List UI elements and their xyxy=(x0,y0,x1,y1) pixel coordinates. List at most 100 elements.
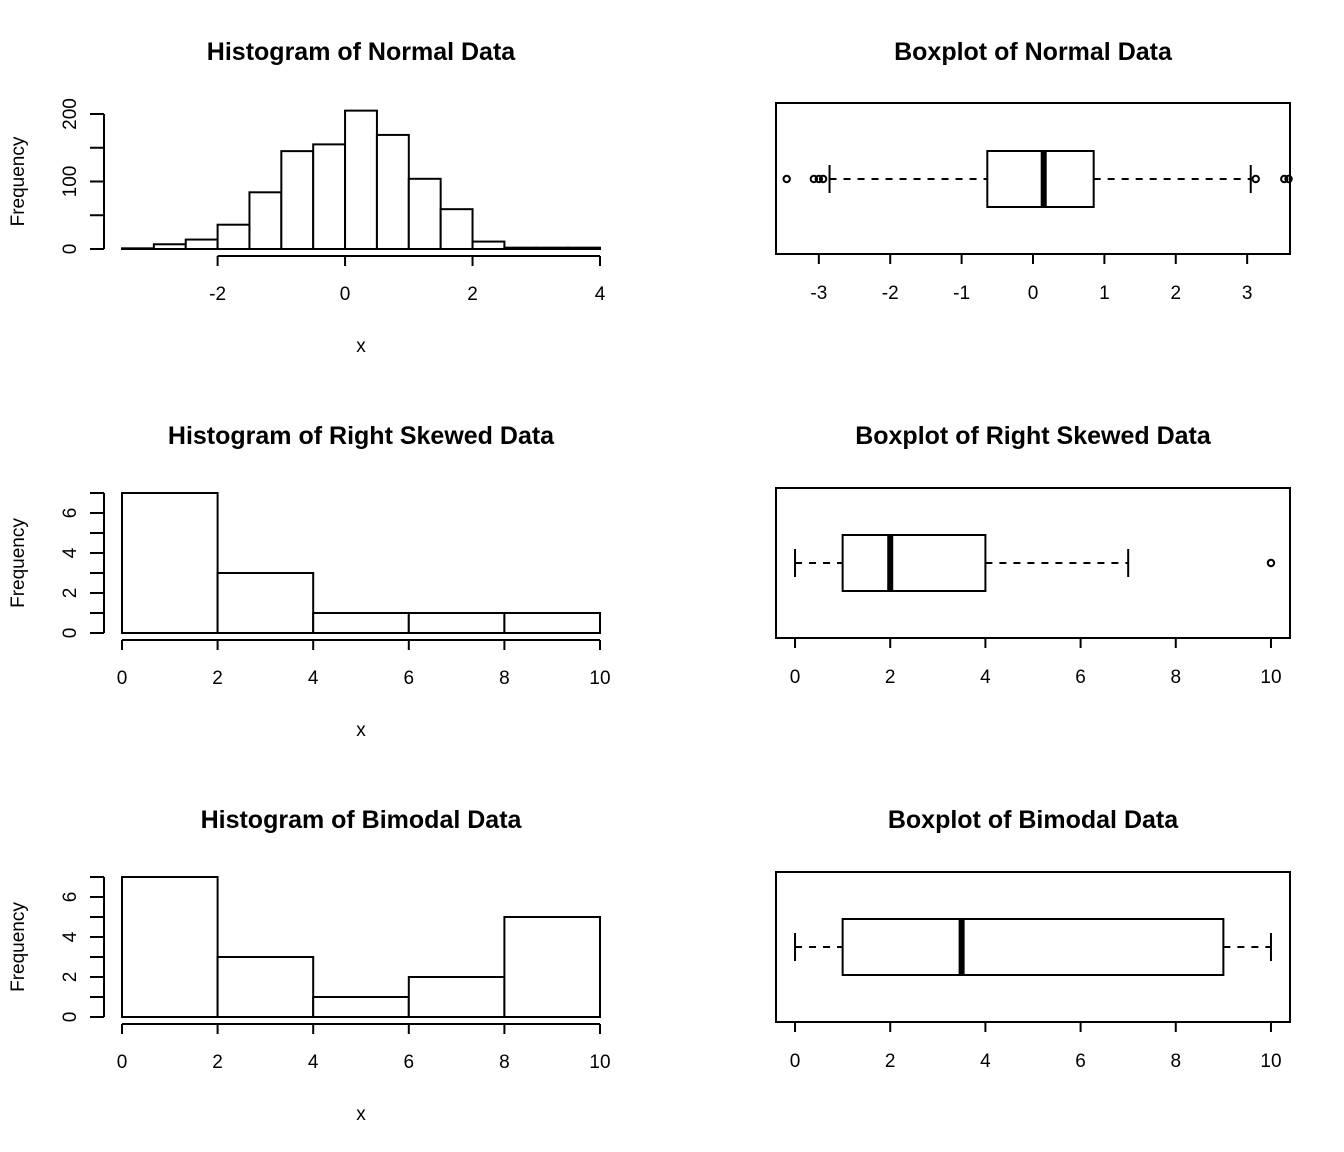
x-tick-label: -1 xyxy=(953,283,970,304)
x-tick-label: 2 xyxy=(212,1052,223,1073)
x-tick-label: 10 xyxy=(1260,1051,1281,1072)
x-tick-label: 4 xyxy=(308,1052,319,1073)
x-axis-label: x xyxy=(356,720,366,741)
histogram-panel: Histogram of Bimodal Data 0 2 4 6 8 10 0 2 4 6 x Fre… xyxy=(8,806,611,1125)
x-tick-label: 10 xyxy=(589,1052,610,1073)
y-axis-label: Frequency xyxy=(8,518,29,608)
y-tick-label: 0 xyxy=(60,244,81,255)
x-tick-label: 0 xyxy=(117,1052,128,1073)
boxplot-panel: Boxplot of Bimodal Data 0 2 4 6 8 10 xyxy=(775,806,1291,1072)
x-tick-label: 0 xyxy=(1028,283,1039,304)
x-tick-label: 6 xyxy=(1075,667,1086,688)
x-axis-label: x xyxy=(356,336,366,357)
iqr-box xyxy=(841,918,1225,976)
histogram-bar xyxy=(407,177,442,250)
y-tick-label: 4 xyxy=(60,931,81,942)
x-tick-label: 6 xyxy=(1075,1051,1086,1072)
histogram-bar xyxy=(503,246,538,250)
chart-title: Boxplot of Right Skewed Data xyxy=(855,422,1212,450)
outlier-point xyxy=(1266,558,1276,568)
x-tick-label: 4 xyxy=(595,284,606,305)
histogram-bar xyxy=(344,109,378,250)
histogram-panel: Histogram of Right Skewed Data 0 2 4 6 8 10 0 2 4… xyxy=(8,422,611,741)
histogram-bar xyxy=(121,247,155,250)
x-tick-label: 1 xyxy=(1099,283,1110,304)
chart-title: Boxplot of Bimodal Data xyxy=(888,806,1179,834)
x-tick-label: 4 xyxy=(980,1051,991,1072)
histogram-bar xyxy=(439,208,474,251)
histogram-bar xyxy=(280,150,315,250)
histogram-bar xyxy=(407,976,506,1018)
x-tick-label: 8 xyxy=(1170,667,1181,688)
histogram-bar xyxy=(184,238,219,251)
y-tick-label: 4 xyxy=(60,547,81,558)
x-tick-label: 0 xyxy=(790,1051,801,1072)
iqr-box xyxy=(841,534,987,592)
y-tick-label: 2 xyxy=(60,972,81,983)
y-tick-label: 0 xyxy=(60,628,81,639)
histogram-bar xyxy=(535,246,570,250)
histogram-bar xyxy=(407,612,506,634)
outlier-point xyxy=(1280,174,1289,184)
y-tick-label: 100 xyxy=(60,166,81,198)
plot-frame xyxy=(775,487,1291,639)
x-axis-label: x xyxy=(356,1104,366,1125)
histogram-bar xyxy=(121,876,219,1018)
histogram-bar xyxy=(503,612,601,634)
y-tick-label: 0 xyxy=(60,1012,81,1023)
y-axis-label: Frequency xyxy=(8,136,29,226)
x-tick-label: 2 xyxy=(1170,283,1181,304)
outlier-point xyxy=(782,174,791,184)
x-tick-label: 0 xyxy=(790,667,801,688)
histogram-bar xyxy=(152,243,187,250)
x-tick-label: -3 xyxy=(810,283,827,304)
x-tick-label: 4 xyxy=(980,667,991,688)
histogram-bar xyxy=(216,223,251,250)
x-tick-label: 0 xyxy=(340,284,351,305)
outlier-point xyxy=(818,174,828,184)
x-tick-label: 8 xyxy=(1170,1051,1181,1072)
x-tick-label: 2 xyxy=(212,668,223,689)
histogram-bar xyxy=(503,916,601,1018)
x-tick-label: 6 xyxy=(404,1052,415,1073)
histogram-bar xyxy=(312,996,410,1018)
x-tick-label: 10 xyxy=(1260,667,1281,688)
histogram-bar xyxy=(248,191,283,251)
x-tick-label: 2 xyxy=(885,667,896,688)
x-tick-label: 2 xyxy=(467,284,478,305)
y-tick-label: 200 xyxy=(60,98,81,130)
outlier-point xyxy=(1251,174,1260,184)
y-tick-label: 6 xyxy=(60,892,81,903)
histogram-bar xyxy=(121,492,219,634)
plot-frame xyxy=(775,871,1291,1023)
histogram-bar xyxy=(375,133,410,250)
x-tick-label: 2 xyxy=(885,1051,896,1072)
x-tick-label: 3 xyxy=(1242,283,1253,304)
iqr-box xyxy=(986,150,1095,208)
x-tick-label: 8 xyxy=(499,1052,510,1073)
chart-title: Histogram of Normal Data xyxy=(207,38,516,66)
x-tick-label: -2 xyxy=(209,284,226,305)
histogram-bar xyxy=(216,956,315,1018)
histogram-bar xyxy=(471,240,506,250)
y-tick-label: 6 xyxy=(60,508,81,519)
histogram-panel: Histogram of Normal Data -2 0 2 4 0 100 200 x Fre… xyxy=(8,38,606,357)
boxplot-panel: Boxplot of Right Skewed Data 0 2 4 6 8 10 xyxy=(775,422,1291,688)
y-tick-label: 2 xyxy=(60,588,81,599)
x-tick-label: 8 xyxy=(499,668,510,689)
x-tick-label: 4 xyxy=(308,668,319,689)
histogram-bar xyxy=(312,612,410,634)
outlier-point xyxy=(814,174,824,184)
outlier-point xyxy=(1284,174,1293,184)
x-tick-label: 10 xyxy=(589,668,610,689)
chart-title: Boxplot of Normal Data xyxy=(894,38,1173,66)
chart-title: Histogram of Bimodal Data xyxy=(201,806,523,834)
y-axis-label: Frequency xyxy=(8,902,29,992)
x-tick-label: -2 xyxy=(882,283,899,304)
outlier-point xyxy=(809,174,819,184)
histogram-bar xyxy=(567,246,602,250)
histogram-bar xyxy=(312,143,347,250)
x-tick-label: 6 xyxy=(404,668,415,689)
chart-title: Histogram of Right Skewed Data xyxy=(168,422,555,450)
